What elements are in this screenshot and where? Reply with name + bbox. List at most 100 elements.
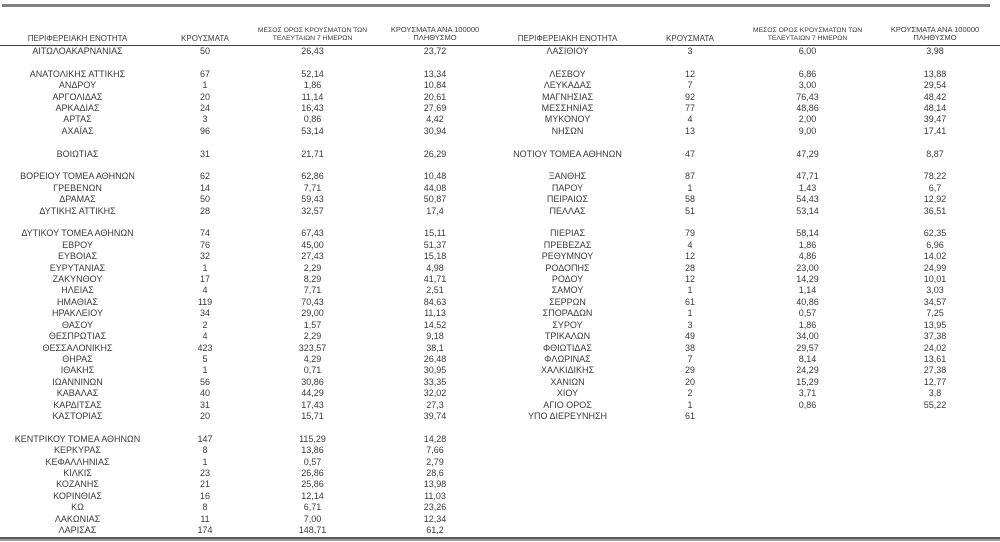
cell-left-cases: 50: [199, 194, 210, 205]
cell-right-name: ΣΑΜΟΥ: [551, 285, 584, 296]
cell-left-avg7: 15,71: [301, 410, 324, 421]
cell-right-cases: [635, 479, 745, 490]
cell-right-name: ΡΟΔΟΠΗΣ: [545, 262, 590, 273]
cell-left-name: [0, 422, 155, 433]
cell-right-per100k: 3,03: [926, 285, 944, 296]
cell-left-name: ΙΩΑΝΝΙΝΩΝ: [52, 376, 103, 387]
cell-left-per100k: [370, 422, 500, 433]
header-per100k-left-line2: ΠΛΗΘΥΣΜΟ: [413, 33, 457, 43]
cell-right-avg7: 15,29: [796, 376, 819, 387]
cell-left-per100k: [370, 137, 500, 148]
cell-left-cases: 8: [202, 502, 208, 513]
header-region-right: ΠΕΡΙΦΕΡΕΙΑΚΗ ΕΝΟΤΗΤΑ: [500, 7, 635, 46]
table-row: ΑΝΔΡΟΥ 1 1,86 10,84 ΛΕΥΚΑΔΑΣ 7 3,00 29,54: [0, 80, 1000, 91]
cell-left-cases: 16: [199, 490, 210, 501]
table-top-border: [2, 4, 990, 7]
cell-left-name: [0, 137, 155, 148]
cell-left-per100k: 10,48: [423, 171, 447, 182]
cell-right-per100k: [870, 422, 1000, 433]
cell-left-avg7: [255, 160, 370, 171]
cell-right-avg7: 54,43: [796, 194, 819, 205]
cell-left-per100k: 26,29: [423, 148, 447, 159]
cell-left-per100k: 51,37: [423, 239, 447, 250]
cell-left-cases: 17: [199, 274, 210, 285]
table-row: ΙΩΑΝΝΙΝΩΝ 56 30,86 33,35 ΧΑΝΙΩΝ 20 15,29 12,77: [0, 377, 1000, 388]
table-row: ΗΛΕΙΑΣ 4 7,71 2,51 ΣΑΜΟΥ 1 1,14 3,03: [0, 285, 1000, 296]
cell-left-cases: 174: [197, 524, 213, 535]
cell-right-cases: 87: [684, 171, 695, 182]
cell-left-name: ΑΙΤΩΛΟΑΚΑΡΝΑΝΙΑΣ: [32, 46, 123, 56]
cell-right-avg7: 48,86: [796, 103, 819, 114]
cell-left-cases: 21: [199, 479, 210, 490]
cell-left-per100k: 2,79: [426, 456, 444, 467]
regional-cases-report: ΠΕΡΙΦΕΡΕΙΑΚΗ ΕΝΟΤΗΤΑ ΚΡΟΥΣΜΑΤΑ ΜΕΣΟΣ ΟΡΟ…: [0, 4, 1000, 542]
table-row: ΔΡΑΜΑΣ 50 59,43 50,87 ΠΕΙΡΑΙΩΣ 58 54,43 12,92: [0, 194, 1000, 205]
cell-right-per100k: [870, 479, 1000, 490]
cell-right-cases: [635, 434, 745, 445]
cell-left-cases: 5: [202, 353, 208, 364]
cell-left-cases: 24: [199, 103, 210, 114]
cell-right-per100k: 37,38: [923, 331, 947, 342]
table-row: ΛΑΚΩΝΙΑΣ 11 7,00 12,34: [0, 514, 1000, 525]
cell-left-avg7: 148,71: [298, 524, 327, 535]
regional-cases-table: ΠΕΡΙΦΕΡΕΙΑΚΗ ΕΝΟΤΗΤΑ ΚΡΟΥΣΜΑΤΑ ΜΕΣΟΣ ΟΡΟ…: [0, 7, 1000, 536]
cell-right-per100k: 13,61: [923, 353, 947, 364]
cell-right-cases: [635, 57, 745, 68]
cell-right-cases: 28: [684, 262, 695, 273]
cell-right-per100k: [870, 160, 1000, 171]
cell-left-name: ΒΟΙΩΤΙΑΣ: [56, 148, 99, 159]
cell-left-cases: 31: [199, 399, 210, 410]
cell-left-cases: 1: [202, 80, 208, 91]
cell-left-name: ΚΑΣΤΟΡΙΑΣ: [52, 410, 103, 421]
cell-right-per100k: [870, 514, 1000, 525]
cell-right-cases: 92: [684, 91, 695, 102]
cell-left-avg7: 1,86: [303, 80, 322, 91]
cell-left-name: ΕΥΡΥΤΑΝΙΑΣ: [49, 262, 106, 273]
cell-left-avg7: [255, 422, 370, 433]
cell-right-name: ΜΕΣΣΗΝΙΑΣ: [541, 103, 594, 114]
cell-right-avg7: [745, 491, 870, 502]
cell-left-per100k: 26,48: [423, 353, 447, 364]
cell-right-per100k: [870, 457, 1000, 468]
cell-left-avg7: 52,14: [301, 68, 324, 79]
cell-left-name: ΚΑΒΑΛΑΣ: [56, 388, 99, 399]
cell-left-name: ΗΡΑΚΛΕΙΟΥ: [51, 308, 104, 319]
cell-left-per100k: 12,34: [423, 513, 447, 524]
cell-right-per100k: 29,54: [923, 80, 947, 91]
cell-right-name: ΠΑΡΟΥ: [551, 182, 584, 193]
cell-right-name: ΦΘΙΩΤΙΔΑΣ: [543, 342, 592, 353]
table-row: ΚΕΝΤΡΙΚΟΥ ΤΟΜΕΑ ΑΘΗΝΩΝ 147 115,29 14,28: [0, 434, 1000, 445]
cell-left-name: ΘΕΣΣΑΛΟΝΙΚΗΣ: [42, 342, 113, 353]
cell-right-name: [500, 137, 635, 148]
cell-right-name: ΑΓΙΟ ΟΡΟΣ: [543, 399, 592, 410]
cell-right-cases: 1: [687, 399, 693, 410]
cell-left-per100k: 17,4: [426, 205, 444, 216]
cell-right-name: ΣΕΡΡΩΝ: [549, 296, 586, 307]
cell-left-name: ΚΟΖΑΝΗΣ: [56, 479, 99, 490]
cell-left-avg7: 6,71: [303, 502, 322, 513]
cell-left-avg7: 1,57: [303, 319, 322, 330]
cell-left-cases: 1: [202, 365, 208, 376]
cell-right-cases: 77: [684, 103, 695, 114]
cell-right-cases: [635, 457, 745, 468]
table-row: ΕΥΒΟΙΑΣ 32 27,43 15,18 ΡΕΘΥΜΝΟΥ 12 4,86 14,02: [0, 251, 1000, 262]
cell-right-cases: 4: [687, 239, 693, 250]
table-row: ΙΘΑΚΗΣ 1 0,71 30,95 ΧΑΛΚΙΔΙΚΗΣ 29 24,29 27,38: [0, 365, 1000, 376]
cell-left-name: ΑΡΚΑΔΙΑΣ: [55, 103, 100, 114]
cell-right-cases: 38: [684, 342, 695, 353]
table-row: ΚΑΣΤΟΡΙΑΣ 20 15,71 39,74 ΥΠΟ ΔΙΕΡΕΥΝΗΣΗ 61: [0, 411, 1000, 422]
cell-left-name: ΚΟΡΙΝΘΙΑΣ: [53, 490, 102, 501]
cell-right-per100k: 55,22: [923, 399, 947, 410]
cell-left-per100k: 39,74: [423, 410, 447, 421]
cell-right-name: [500, 479, 635, 490]
cell-right-cases: [635, 514, 745, 525]
cell-left-per100k: 84,63: [423, 296, 447, 307]
cell-left-name: [0, 160, 155, 171]
cell-right-name: ΝΗΣΩΝ: [551, 125, 584, 136]
cell-left-avg7: 323,57: [298, 342, 327, 353]
cell-right-avg7: [745, 445, 870, 456]
cell-right-name: ΜΥΚΟΝΟΥ: [544, 114, 591, 125]
cell-right-avg7: 47,71: [796, 171, 819, 182]
cell-right-avg7: 1,43: [798, 182, 817, 193]
table-row: ΑΡΓΟΛΙΔΑΣ 20 11,14 20,61 ΜΑΓΝΗΣΙΑΣ 92 76,43 48,…: [0, 92, 1000, 103]
